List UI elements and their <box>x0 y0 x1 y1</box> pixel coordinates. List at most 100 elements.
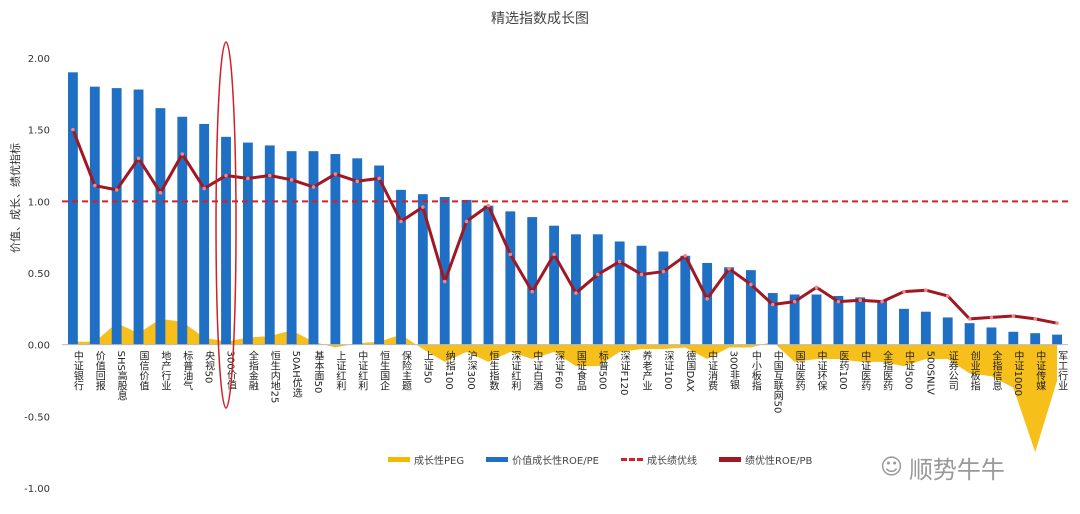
bar-上证50 <box>417 194 428 345</box>
bar-国证食品 <box>571 234 581 345</box>
roe-pb-point <box>530 289 534 294</box>
x-tick-label: 中证环保 <box>815 349 827 391</box>
bar-军工行业 <box>1052 334 1062 345</box>
roe-pb-point <box>967 317 972 321</box>
y-tick-label: -1.00 <box>24 484 50 495</box>
roe-pb-point <box>596 272 600 277</box>
legend-item-peg: 成长性PEG <box>388 452 464 467</box>
roe-pb-point <box>770 302 775 307</box>
x-tick-label: 中证传媒 <box>1034 349 1046 391</box>
roe-pb-point <box>246 176 250 181</box>
x-tick-label: 标普油气 <box>181 350 193 390</box>
roe-pb-point <box>924 288 928 293</box>
bar-深证F120 <box>614 241 625 345</box>
bar-中证红利 <box>352 158 363 345</box>
bar-价值回报 <box>89 86 100 345</box>
bar-国证医药 <box>789 294 800 345</box>
bar-中证500 <box>899 308 909 345</box>
wechat-icon: ☺ <box>880 455 903 480</box>
x-tick-label: 中小板指 <box>749 349 761 391</box>
x-tick-label: 深证100 <box>662 350 674 389</box>
x-tick-label: 沪深300 <box>465 349 477 389</box>
roe-pb-point <box>814 285 819 290</box>
bar-全指信息 <box>986 327 997 345</box>
roe-pb-point <box>836 299 841 304</box>
x-tick-label: 全指信息 <box>990 349 1002 390</box>
legend-item-roe-pe: 价值成长性ROE/PE <box>486 452 599 467</box>
highlight-ellipse <box>215 41 237 409</box>
watermark-text: 顺势牛牛 <box>908 456 1005 484</box>
roe-pb-point <box>574 291 578 295</box>
roe-pb-point <box>442 279 447 284</box>
roe-pb-point <box>858 298 863 303</box>
bar-中证消费 <box>702 262 713 345</box>
roe-pb-point <box>464 219 469 224</box>
bar-央视50 <box>199 123 210 345</box>
y-tick-label: 1.00 <box>28 197 50 208</box>
y-tick-label: 2.00 <box>28 54 50 65</box>
x-tick-label: 保险主题 <box>399 349 411 390</box>
x-tick-label: 全指金融 <box>246 349 258 391</box>
bar-500SNLV <box>920 311 931 345</box>
roe-pb-point <box>421 205 425 209</box>
x-tick-label: 深证红利 <box>509 350 521 390</box>
x-tick-label: 300价值 <box>225 351 237 391</box>
x-tick-label: 上证50 <box>421 350 433 383</box>
bar-中证银行 <box>68 72 78 345</box>
bar-全指医药 <box>877 300 888 345</box>
bar-中证白酒 <box>527 217 538 345</box>
roe-pb-point <box>158 190 163 195</box>
bar-300非银 <box>724 267 734 345</box>
bar-SHS高股息 <box>111 88 122 345</box>
legend-label: 绩优性ROE/PB <box>744 456 813 467</box>
roe-pb-point <box>508 252 513 257</box>
roe-pb-point <box>1033 317 1037 321</box>
x-tick-label: 标普500 <box>596 350 608 389</box>
x-tick-label: 500SNLV <box>924 351 935 395</box>
x-tick-label: 价值回报 <box>93 350 105 391</box>
x-tick-label: 养老产业 <box>640 349 652 390</box>
roe-pb-point <box>289 178 294 182</box>
roe-pb-point <box>399 219 403 224</box>
roe-pb-point <box>639 272 644 277</box>
legend-label: 成长性PEG <box>414 456 465 467</box>
roe-pb-point <box>727 266 731 271</box>
roe-pb-point <box>377 176 381 181</box>
bar-纳指100 <box>439 197 450 345</box>
roe-pb-point <box>1011 314 1016 318</box>
bar-医药100 <box>833 295 844 345</box>
bar-300价值 <box>221 136 231 345</box>
x-tick-label: 国证医药 <box>793 350 805 391</box>
roe-pb-point <box>71 127 75 132</box>
roe-pb-point <box>683 254 688 258</box>
bar-沪深300 <box>461 199 472 345</box>
roe-pb-point <box>114 188 119 192</box>
x-tick-label: 恒生国企 <box>378 349 390 390</box>
x-tick-label: 深证F60 <box>553 350 565 389</box>
bar-中国互联网50 <box>767 293 778 345</box>
x-tick-label: 医药100 <box>837 350 849 389</box>
bar-50AH优选 <box>286 151 297 345</box>
roe-pb-point <box>705 297 709 301</box>
x-tick-label: 中证500 <box>902 349 914 389</box>
x-tick-label: 地产行业 <box>159 349 171 390</box>
roe-pb-point <box>1055 321 1059 325</box>
bar-上证红利 <box>330 154 341 345</box>
roe-pb-point <box>617 259 622 264</box>
bar-地产行业 <box>155 108 166 345</box>
roe-pb-point <box>224 173 228 178</box>
x-tick-label: 恒生内地25 <box>268 349 280 403</box>
chart-title: 精选指数成长图 <box>491 11 589 27</box>
y-tick-label: 0.50 <box>28 269 50 280</box>
roe-pb-line <box>71 129 1058 325</box>
x-tick-label: 基本面50 <box>312 349 324 393</box>
bar-全指金融 <box>242 142 253 345</box>
x-tick-label: 中证医药 <box>859 349 871 391</box>
x-tick-label: 中证1000 <box>1012 349 1024 396</box>
bar-恒生国企 <box>374 165 385 345</box>
bar-保险主题 <box>396 189 406 345</box>
x-tick-label: 300非银 <box>728 351 740 391</box>
roe-pb-point <box>945 294 950 298</box>
bar-证券公司 <box>942 317 953 345</box>
